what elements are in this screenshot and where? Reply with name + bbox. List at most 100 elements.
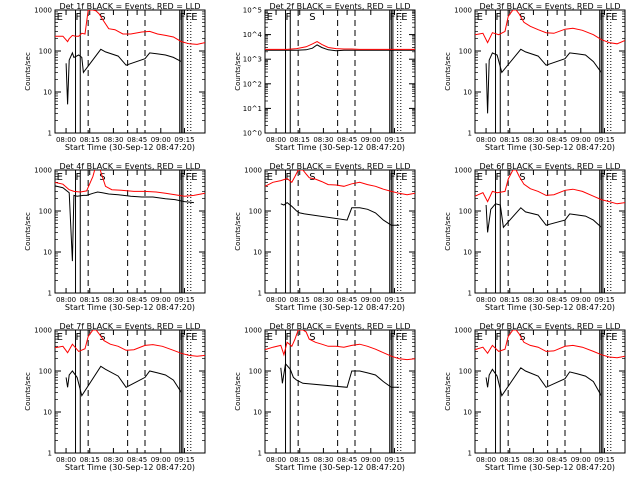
series-line-lld <box>475 170 625 205</box>
interval-marker-ffe: FFE <box>600 332 618 343</box>
y-axis-label: Counts/sec <box>444 212 452 251</box>
x-tick-label: 08:15 <box>290 456 310 464</box>
x-tick-label: 09:00 <box>361 136 381 144</box>
y-tick-label: 1000 <box>244 327 262 335</box>
interval-marker-ffe: FFE <box>390 12 408 23</box>
x-tick-label: 08:15 <box>290 296 310 304</box>
x-tick-label: 08:00 <box>476 296 496 304</box>
x-tick-label: 08:45 <box>127 136 147 144</box>
interval-marker-f: F <box>496 172 502 183</box>
x-tick-label: 08:15 <box>500 136 520 144</box>
x-tick-label: 08:00 <box>56 456 76 464</box>
interval-marker-f: F <box>76 332 82 343</box>
panel-title: Det 6f BLACK = Events, RED = LLD <box>479 162 620 171</box>
x-axis-label: Start Time (30-Sep-12 08:47:20) <box>65 463 195 472</box>
x-axis-label: Start Time (30-Sep-12 08:47:20) <box>275 303 405 312</box>
series-line-lld <box>475 330 625 359</box>
y-tick-label: 10^2 <box>243 80 262 88</box>
panel-2: Det 2f BLACK = Events, RED = LLD 10^0 10^1… <box>234 2 416 152</box>
x-tick-label: 09:00 <box>571 456 591 464</box>
x-tick-label: 09:15 <box>384 296 404 304</box>
x-tick-label: 08:15 <box>500 456 520 464</box>
y-tick-label: 1000 <box>454 327 472 335</box>
series-line-lld <box>265 330 415 361</box>
x-tick-label: 08:00 <box>56 296 76 304</box>
x-tick-label: 08:45 <box>337 456 357 464</box>
interval-marker-s: S <box>309 332 315 343</box>
interval-marker-s: S <box>519 12 525 23</box>
y-tick-label: 100 <box>249 368 262 376</box>
interval-marker-e: E <box>57 332 63 343</box>
panel-4: Det 4f BLACK = Events, RED = LLD 1 10 100 10… <box>24 162 206 312</box>
y-tick-label: 1000 <box>244 167 262 175</box>
interval-marker-e: E <box>267 12 273 23</box>
y-tick-label: 10 <box>253 409 262 417</box>
series-line-lld <box>475 10 625 45</box>
y-tick-label: 1 <box>258 450 262 458</box>
interval-marker-f: F <box>286 332 292 343</box>
x-tick-label: 09:00 <box>361 456 381 464</box>
interval-marker-e: E <box>57 172 63 183</box>
series-line-events <box>265 44 415 52</box>
x-tick-label: 08:00 <box>266 456 286 464</box>
x-tick-label: 08:45 <box>127 456 147 464</box>
x-tick-label: 08:30 <box>313 296 333 304</box>
x-tick-label: 08:30 <box>523 456 543 464</box>
y-axis-label: Counts/sec <box>24 52 32 91</box>
y-axis-label: Counts/sec <box>444 52 452 91</box>
series-line-events <box>485 203 602 233</box>
y-axis-label: Counts/sec <box>444 372 452 411</box>
x-tick-label: 09:00 <box>571 296 591 304</box>
y-tick-label: 1 <box>468 450 472 458</box>
series-line-lld <box>265 41 415 50</box>
interval-marker-e: E <box>477 172 483 183</box>
interval-marker-e: E <box>477 12 483 23</box>
x-tick-label: 08:30 <box>313 136 333 144</box>
panel-title: Det 3f BLACK = Events, RED = LLD <box>479 2 620 11</box>
y-tick-label: 100 <box>459 48 472 56</box>
y-tick-label: 10 <box>463 249 472 257</box>
panel-5: Det 5f BLACK = Events, RED = LLD 1 10 100 10… <box>234 162 416 312</box>
x-tick-label: 08:15 <box>80 456 100 464</box>
x-axis-label: Start Time (30-Sep-12 08:47:20) <box>65 143 195 152</box>
y-tick-label: 1000 <box>454 7 472 15</box>
y-tick-label: 10 <box>43 409 52 417</box>
x-tick-label: 08:15 <box>290 136 310 144</box>
series-line-events <box>485 48 602 114</box>
series-line-lld <box>55 330 205 357</box>
y-tick-label: 10 <box>253 249 262 257</box>
y-tick-label: 1 <box>48 450 52 458</box>
x-tick-label: 09:15 <box>174 456 194 464</box>
plot-frame <box>54 329 206 454</box>
x-axis-label: Start Time (30-Sep-12 08:47:20) <box>275 143 405 152</box>
y-tick-label: 1000 <box>34 7 52 15</box>
x-tick-label: 09:15 <box>174 136 194 144</box>
panel-6: Det 6f BLACK = Events, RED = LLD 1 10 100 10… <box>444 162 626 312</box>
interval-marker-s: S <box>309 172 315 183</box>
y-tick-label: 100 <box>39 208 52 216</box>
panel-title: Det 4f BLACK = Events, RED = LLD <box>59 162 200 171</box>
y-tick-label: 1 <box>258 290 262 298</box>
x-axis-label: Start Time (30-Sep-12 08:47:20) <box>485 463 615 472</box>
panel-9: Det 9f BLACK = Events, RED = LLD 1 10 100 10… <box>444 322 626 472</box>
x-tick-label: 09:15 <box>594 456 614 464</box>
plot-frame <box>264 169 416 294</box>
x-tick-label: 08:30 <box>313 456 333 464</box>
x-axis-label: Start Time (30-Sep-12 08:47:20) <box>485 143 615 152</box>
y-tick-label: 1 <box>468 290 472 298</box>
x-tick-label: 08:45 <box>337 296 357 304</box>
panel-3: Det 3f BLACK = Events, RED = LLD 1 10 100 10… <box>444 2 626 152</box>
x-tick-label: 09:15 <box>174 296 194 304</box>
interval-marker-e: E <box>477 332 483 343</box>
y-axis-label: Counts/sec <box>24 212 32 251</box>
plot-frame <box>54 9 206 134</box>
x-tick-label: 08:45 <box>337 136 357 144</box>
y-tick-label: 1000 <box>454 167 472 175</box>
plot-frame <box>264 329 416 454</box>
y-axis-label: Counts/sec <box>24 372 32 411</box>
x-tick-label: 09:15 <box>384 136 404 144</box>
y-tick-label: 10^3 <box>243 56 262 64</box>
x-axis-label: Start Time (30-Sep-12 08:47:20) <box>65 303 195 312</box>
y-tick-label: 100 <box>39 368 52 376</box>
y-tick-label: 10 <box>463 409 472 417</box>
